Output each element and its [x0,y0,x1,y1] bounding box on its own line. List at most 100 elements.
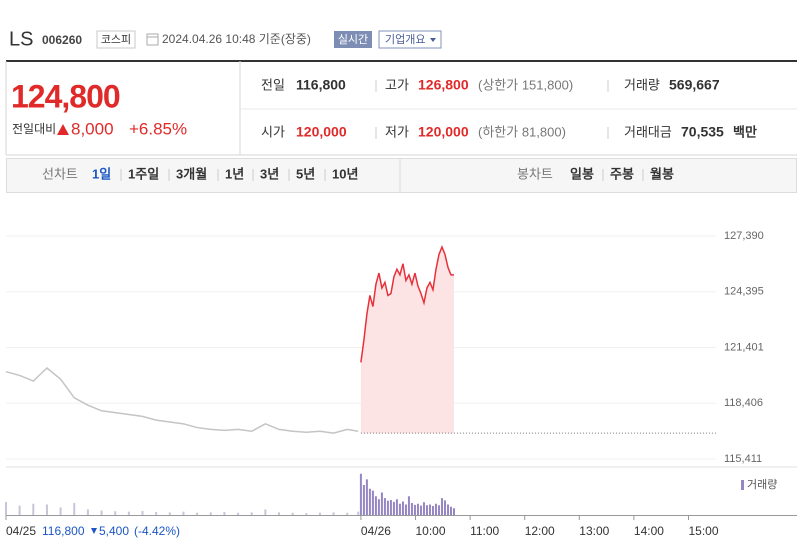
period-tab[interactable]: 1주일 [128,166,159,181]
y-tick-label: 124,395 [724,286,764,298]
volume-bar [386,500,389,515]
volume-bar [250,512,253,515]
stat-label: 고가 [385,77,409,92]
tab-group-label: 봉차트 [517,166,553,181]
volume-bar [395,499,398,515]
change: 8,000 [71,119,114,138]
realtime[interactable]: 실시간 [338,33,368,46]
period-tab[interactable]: 5년 [296,166,315,181]
volume-bar [380,492,383,515]
stat-label: 거래대금 [624,124,672,139]
legend-swatch [741,480,744,490]
y-tick-label: 118,406 [724,397,763,409]
tab-group-label: 선차트 [42,166,78,181]
period-tab[interactable]: 1년 [225,166,244,181]
volume-bar [389,500,392,515]
current-price: 124,800 [11,78,120,114]
x-tick-label: 10:00 [416,524,446,538]
volume-bar [278,512,280,515]
x-tick-label: 11:00 [470,524,499,538]
volume-bar [452,508,455,515]
dropdown-arrow [430,38,436,42]
tab-bar [6,158,797,193]
volume-bar [368,488,371,515]
change-rate: +6.85% [129,119,187,138]
stat-value: 120,000 [418,124,469,140]
volume-bar [114,511,117,515]
volume-bar [318,512,321,515]
stat-value: 70,535 [681,124,724,140]
volume-bar [407,496,410,515]
volume-bar [45,504,48,515]
y-tick-label: 127,390 [724,230,764,242]
volume-bar [419,505,422,515]
volume-bar [440,498,443,515]
period-tab[interactable]: 3년 [260,166,279,181]
volume-bar [168,512,171,515]
volume-bar [401,501,404,515]
stat-value: 569,667 [669,77,720,93]
volume-bar [392,501,395,515]
volume-bar [446,504,449,515]
volume-bar [223,512,226,515]
stat-value: 120,000 [296,124,347,140]
stat-extra: (하한가 81,800) [478,124,566,139]
stat-label: 시가 [261,124,285,139]
calendar-icon [146,33,159,46]
x-tick-label: 12:00 [525,524,555,538]
prev-change: 5,400 [99,524,129,538]
volume-bar [73,503,76,515]
timestamp: 2024.04.26 10:48 기준(장중) [162,32,311,46]
period-tab[interactable]: 1일 [92,166,111,181]
volume-bar [428,504,431,515]
stat-value: 116,800 [296,77,346,93]
price-line [5,366,359,434]
x-tick-label: 04/26 [361,524,391,538]
volume-bar [5,501,7,515]
company[interactable]: 기업개요 [385,33,425,46]
volume-bar [365,479,368,515]
company-button[interactable] [378,30,442,49]
stat-label: 저가 [385,124,409,139]
volume-bar [443,500,446,515]
volume-bar [291,512,294,515]
down-arrow [91,528,97,534]
volume-bar [305,513,308,515]
candle-tab[interactable]: 일봉 [570,166,594,181]
stat-value: 126,800 [418,77,469,93]
price-line [360,244,454,363]
volume-bar [127,511,130,515]
candle-tab[interactable]: 주봉 [610,166,634,181]
volume-bar [431,506,434,515]
volume-bar [59,507,62,515]
stat-label: 거래량 [624,77,660,92]
realtime-badge[interactable] [334,31,372,48]
volume-bar [86,509,89,515]
y-tick-label: 121,401 [724,341,764,353]
volume-bar [404,504,407,515]
volume-bar [371,490,374,515]
volume-bar [416,503,419,515]
volume-bar [434,503,437,515]
volume-bar [437,505,440,515]
prev-close: 116,800 [42,524,85,538]
stock-name: LS [9,28,33,50]
volume-bar [377,499,380,515]
period-tab[interactable]: 10년 [332,166,358,181]
volume-bar [413,504,416,515]
period-tab[interactable]: 3개월 [176,166,207,181]
volume-bar [100,510,103,515]
candle-tab[interactable]: 월봉 [650,166,674,181]
stat-unit: 백만 [733,124,757,139]
price-area [360,246,454,434]
volume-bar [374,496,377,515]
volume-bar [18,505,21,515]
volume-bar [182,511,185,515]
stat-label: 전일 [261,77,285,92]
market-badge [96,30,136,49]
volume-bar [196,512,199,515]
volume-bar [155,512,158,515]
volume-bar [346,512,349,515]
x-tick-label: 13:00 [579,524,609,538]
